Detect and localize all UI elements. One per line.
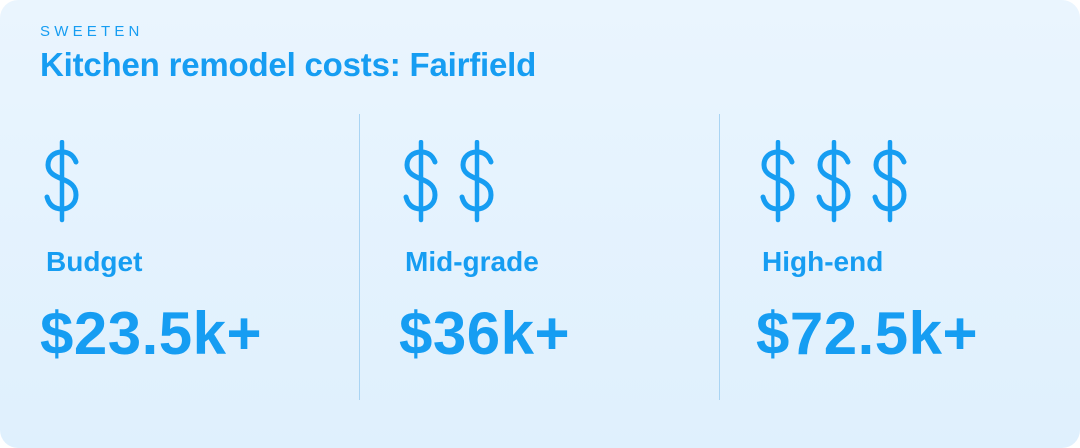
divider-2	[719, 114, 720, 400]
budget-price: $23.5k+	[40, 300, 263, 367]
mid-grade-dollar-icons	[399, 140, 499, 224]
dollar-sign-icon	[816, 140, 851, 223]
budget-label: Budget	[46, 246, 143, 277]
dollar-sign-icon	[459, 140, 494, 223]
tier-mid-grade: Mid-grade $36k+	[399, 140, 729, 400]
tier-budget: Budget $23.5k+	[40, 140, 370, 400]
dollar-sign-icon	[44, 140, 79, 223]
mid-grade-label: Mid-grade	[405, 246, 539, 277]
dollar-sign-icon	[760, 140, 795, 223]
high-end-label: High-end	[762, 246, 884, 277]
page-title: Kitchen remodel costs: Fairfield	[40, 46, 537, 83]
tier-high-end: High-end $72.5k+	[756, 140, 1080, 400]
mid-grade-price: $36k+	[399, 300, 571, 367]
high-end-price: $72.5k+	[756, 300, 979, 367]
dollar-sign-icon	[872, 140, 907, 223]
high-end-dollar-icons	[756, 140, 912, 224]
dollar-sign-icon	[403, 140, 438, 223]
divider-1	[359, 114, 360, 400]
budget-dollar-icons	[40, 140, 84, 224]
brand-name: SWEETEN	[40, 23, 144, 40]
